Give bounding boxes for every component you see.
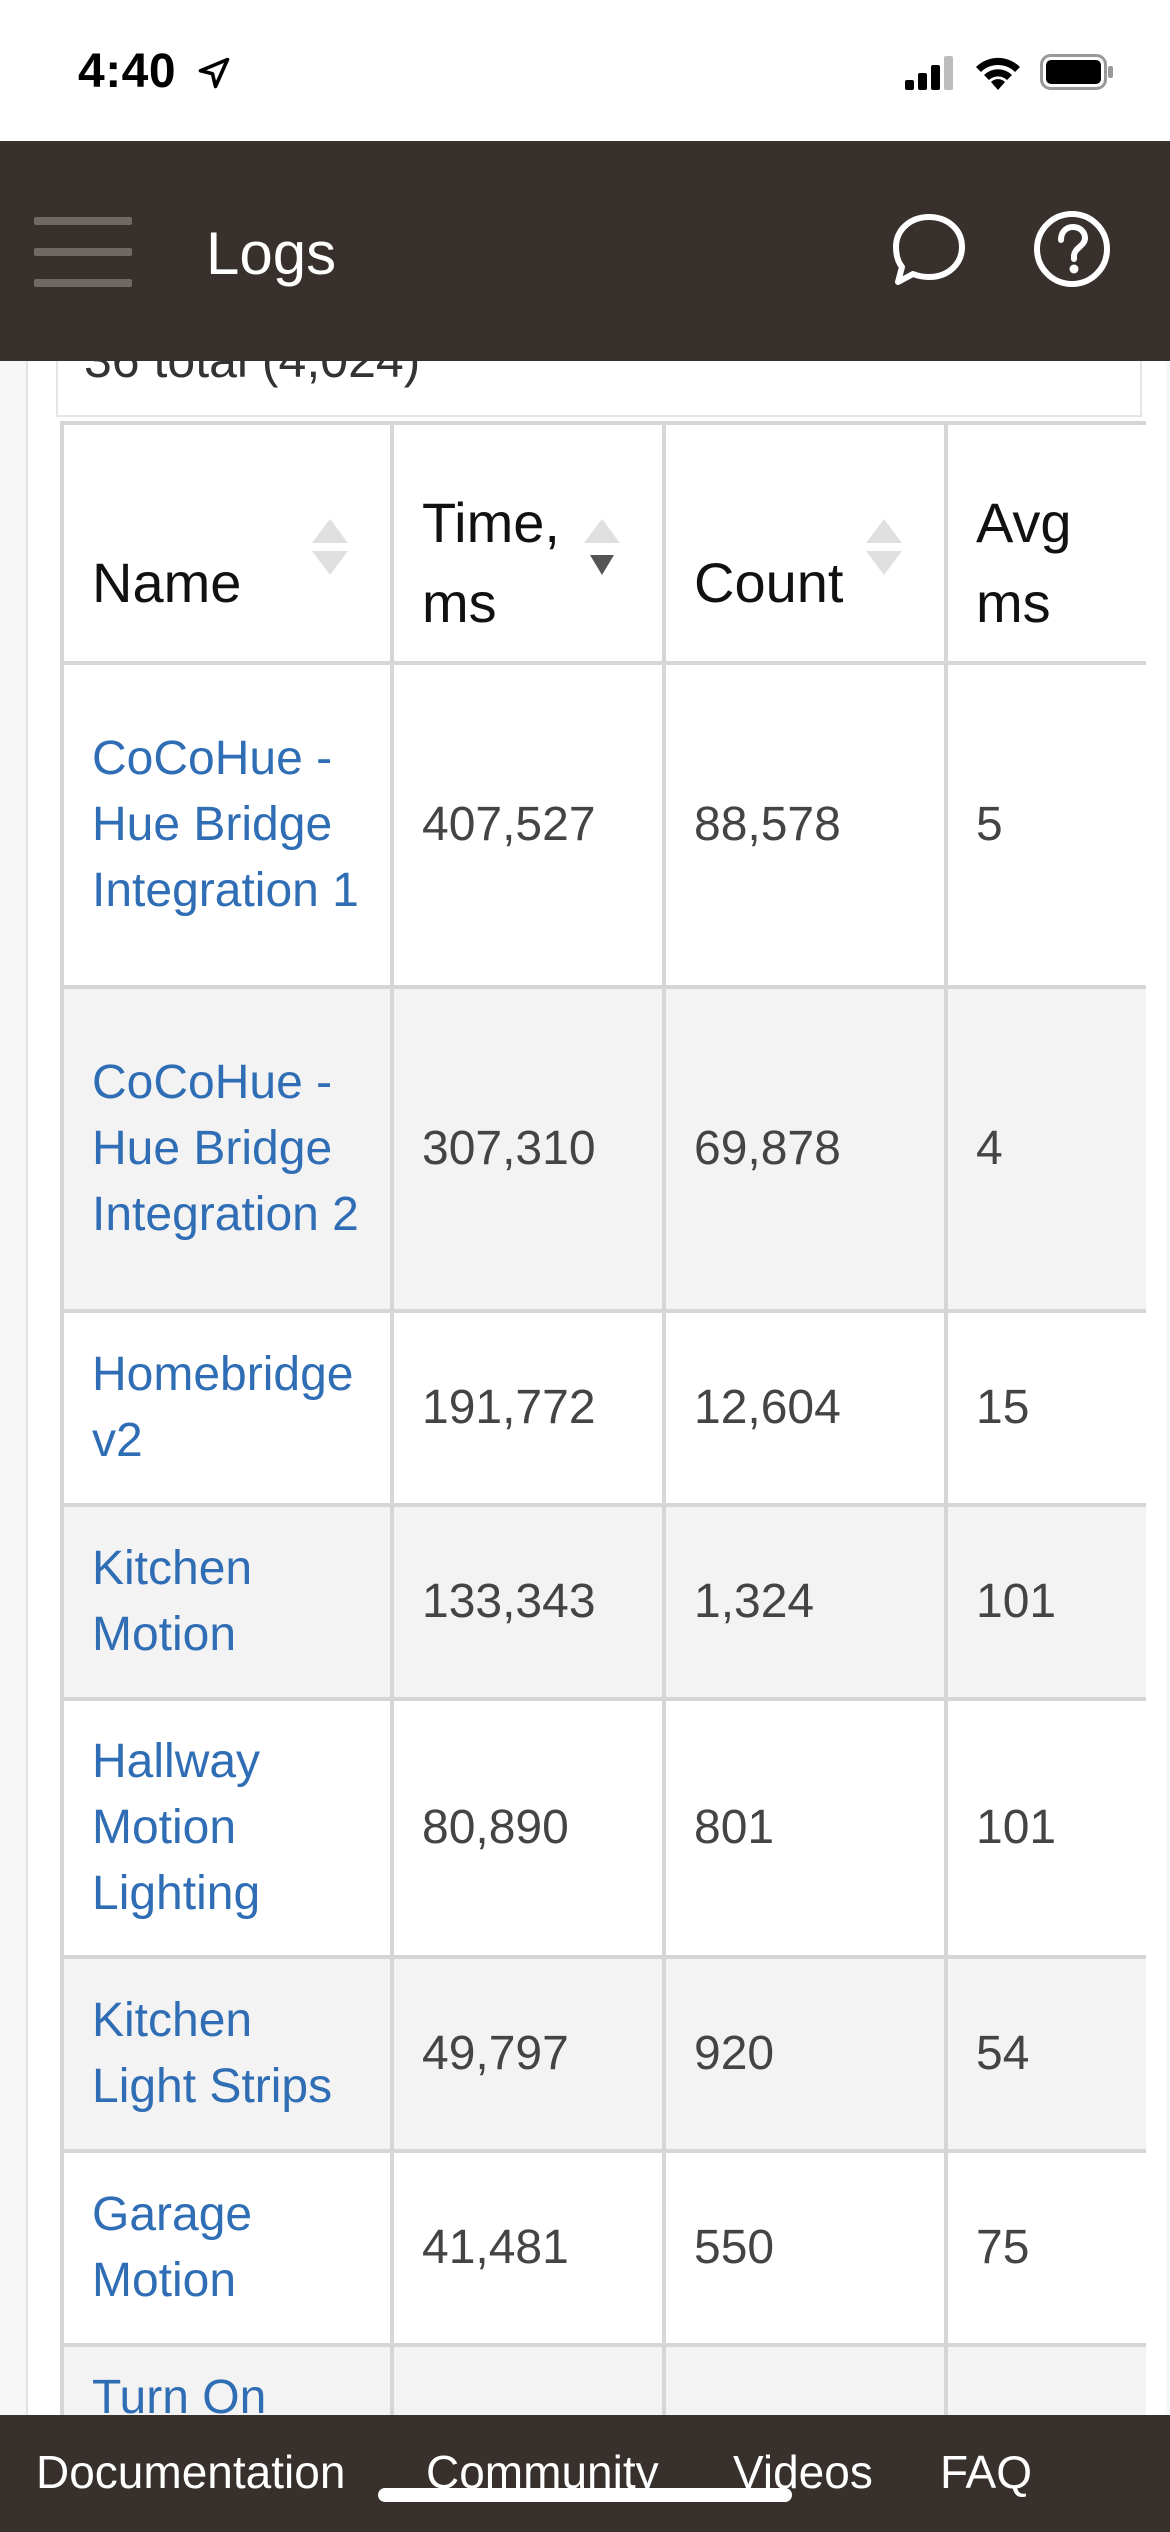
cellular-signal-icon <box>905 56 953 90</box>
sort-icon <box>312 519 348 575</box>
app-name-link[interactable]: Kitchen Light Strips <box>60 1955 394 2153</box>
summary-text: 36 total (4,024) <box>84 361 420 389</box>
status-time: 4:40 <box>78 45 177 98</box>
avg-cell: 15 <box>944 1309 1146 1507</box>
column-header-label: Time, ms <box>422 491 560 634</box>
count-cell: 1,324 <box>662 1503 948 1701</box>
count-cell: 88,578 <box>662 661 948 989</box>
sort-descending-icon <box>584 519 620 575</box>
footer-nav: Documentation Community Videos FAQ <box>0 2415 1170 2532</box>
status-bar: 4:40 <box>0 0 1170 141</box>
footer-link-faq[interactable]: FAQ <box>940 2446 1033 2498</box>
app-name-link[interactable]: Turn On <box>60 2343 394 2415</box>
sort-icon <box>1144 515 1146 579</box>
time-cell: 80,890 <box>390 1697 666 1959</box>
home-indicator[interactable] <box>378 2488 792 2502</box>
avg-cell: 101 <box>944 1503 1146 1701</box>
app-name-link[interactable]: Garage Motion <box>60 2149 394 2347</box>
count-cell: 801 <box>662 1697 948 1959</box>
time-cell: 191,772 <box>390 1309 666 1507</box>
column-header-label: Avg ms <box>976 491 1072 634</box>
sort-icon <box>866 519 902 575</box>
table-row: Homebridge v2 191,772 12,604 15 <box>60 1309 1146 1507</box>
logs-card: 36 total (4,024) Name Ti <box>26 361 1166 2415</box>
table-row: Turn On <box>60 2343 1146 2415</box>
location-arrow-icon <box>198 57 230 89</box>
page-title: Logs <box>206 220 337 287</box>
time-cell <box>390 2343 666 2415</box>
count-cell: 920 <box>662 1955 948 2153</box>
column-header-label: Count <box>694 551 844 614</box>
column-header-count[interactable]: Count <box>662 421 948 665</box>
table-row: Kitchen Motion 133,343 1,324 101 <box>60 1503 1146 1701</box>
help-icon[interactable] <box>1032 209 1112 289</box>
avg-cell: 54 <box>944 1955 1146 2153</box>
column-header-avg[interactable]: Avg ms <box>944 421 1146 665</box>
app-name-link[interactable]: CoCoHue - Hue Bridge Integration 2 <box>60 985 394 1313</box>
stats-table-container[interactable]: Name Time, ms Count <box>60 421 1146 2415</box>
app-name-link[interactable]: Homebridge v2 <box>60 1309 394 1507</box>
summary-strip: 36 total (4,024) <box>56 361 1142 417</box>
count-cell <box>662 2343 948 2415</box>
table-row: Kitchen Light Strips 49,797 920 54 <box>60 1955 1146 2153</box>
avg-cell: 4 <box>944 985 1146 1313</box>
app-name-link[interactable]: Hallway Motion Lighting <box>60 1697 394 1959</box>
table-row: Hallway Motion Lighting 80,890 801 101 <box>60 1697 1146 1959</box>
time-cell: 307,310 <box>390 985 666 1313</box>
column-header-name[interactable]: Name <box>60 421 394 665</box>
wifi-icon <box>976 57 1020 90</box>
column-header-label: Name <box>92 551 242 614</box>
table-header-row: Name Time, ms Count <box>60 421 1146 665</box>
avg-cell: 75 <box>944 2149 1146 2347</box>
chat-bubble-icon[interactable] <box>890 211 968 289</box>
table-row: Garage Motion 41,481 550 75 <box>60 2149 1146 2347</box>
avg-cell <box>944 2343 1146 2415</box>
time-cell: 407,527 <box>390 661 666 989</box>
table-row: CoCoHue - Hue Bridge Integration 2 307,3… <box>60 985 1146 1313</box>
avg-cell: 101 <box>944 1697 1146 1959</box>
time-cell: 49,797 <box>390 1955 666 2153</box>
app-name-link[interactable]: CoCoHue - Hue Bridge Integration 1 <box>60 661 394 989</box>
column-header-time[interactable]: Time, ms <box>390 421 666 665</box>
count-cell: 550 <box>662 2149 948 2347</box>
app-name-link[interactable]: Kitchen Motion <box>60 1503 394 1701</box>
avg-cell: 5 <box>944 661 1146 989</box>
time-cell: 133,343 <box>390 1503 666 1701</box>
hamburger-menu-icon[interactable] <box>34 217 134 287</box>
count-cell: 12,604 <box>662 1309 948 1507</box>
footer-link-documentation[interactable]: Documentation <box>36 2446 346 2498</box>
stats-table: Name Time, ms Count <box>60 421 1146 2415</box>
table-row: CoCoHue - Hue Bridge Integration 1 407,5… <box>60 661 1146 989</box>
battery-icon <box>1040 54 1113 90</box>
app-header: Logs <box>0 141 1170 361</box>
count-cell: 69,878 <box>662 985 948 1313</box>
time-cell: 41,481 <box>390 2149 666 2347</box>
